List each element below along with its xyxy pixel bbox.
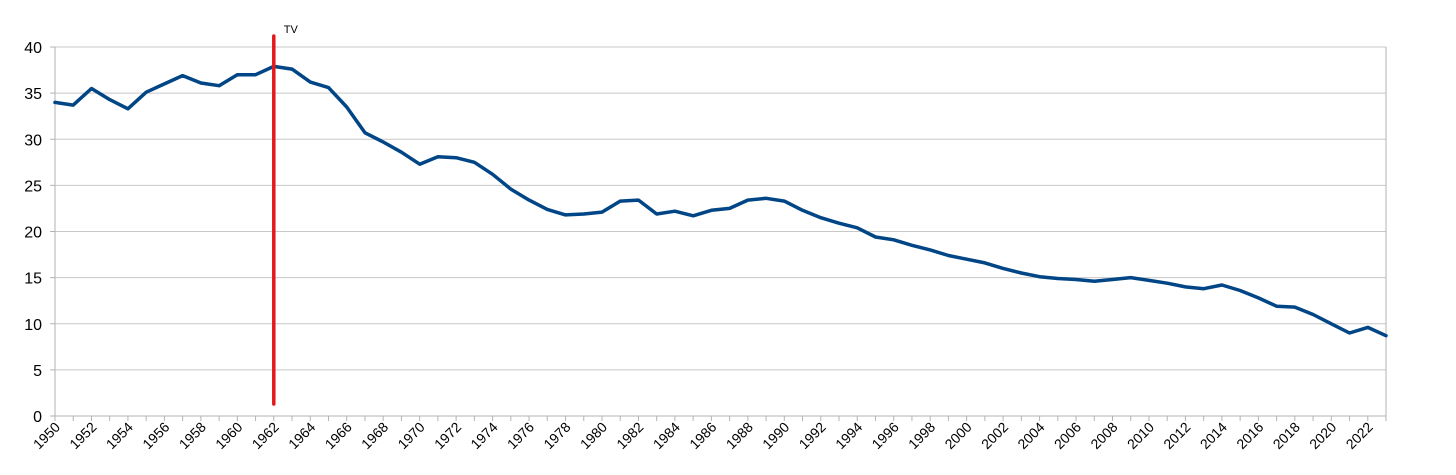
x-tick-label: 2010 bbox=[1124, 419, 1157, 452]
series-line-0 bbox=[53, 64, 1388, 338]
annotation-layer: TV bbox=[272, 24, 299, 406]
x-tick-label: 1986 bbox=[686, 419, 719, 452]
x-tick-label: 2014 bbox=[1197, 419, 1230, 452]
annotation-label: TV bbox=[284, 24, 299, 36]
y-tick-label: 25 bbox=[24, 178, 42, 195]
x-tick-labels: 1950 1952 1954 1956 1958 1960 1962 1964 1966 1968… bbox=[30, 419, 1376, 452]
x-tick-label: 2018 bbox=[1270, 419, 1303, 452]
x-tick-label: 1954 bbox=[103, 419, 136, 452]
x-tick-label: 1990 bbox=[759, 419, 792, 452]
x-tick-label: 1982 bbox=[613, 419, 646, 452]
x-tick-label: 1996 bbox=[868, 419, 901, 452]
x-tick-label: 1960 bbox=[212, 419, 245, 452]
x-tick-label: 1962 bbox=[249, 419, 282, 452]
x-tick-label: 1970 bbox=[394, 419, 427, 452]
x-tick-label: 1992 bbox=[796, 419, 829, 452]
x-tick-label: 1964 bbox=[285, 419, 318, 452]
y-tick-labels: 0 5 10 15 20 25 30 35 40 bbox=[24, 40, 42, 426]
x-tick-label: 1952 bbox=[66, 419, 99, 452]
x-tick-label: 1966 bbox=[322, 419, 355, 452]
x-tick-label: 1998 bbox=[905, 419, 938, 452]
x-tick-label: 1978 bbox=[540, 419, 573, 452]
x-tick-label: 1988 bbox=[723, 419, 756, 452]
x-tick-label: 2000 bbox=[941, 419, 974, 452]
y-tick-label: 5 bbox=[33, 363, 42, 380]
x-tick-label: 1968 bbox=[358, 419, 391, 452]
y-tick-label: 30 bbox=[24, 132, 42, 149]
x-tick-label: 1984 bbox=[650, 419, 683, 452]
x-tick-label: 1976 bbox=[504, 419, 537, 452]
y-tick-label: 10 bbox=[24, 317, 42, 334]
x-tick-label: 1980 bbox=[577, 419, 610, 452]
series-layer bbox=[53, 64, 1388, 338]
y-tick-label: 0 bbox=[33, 409, 42, 426]
x-tick-label: 1958 bbox=[176, 419, 209, 452]
grid-lines bbox=[55, 46, 1386, 417]
x-tick-label: 1994 bbox=[832, 419, 865, 452]
x-tick-label: 2008 bbox=[1087, 419, 1120, 452]
axes bbox=[50, 46, 1387, 421]
y-tick-label: 15 bbox=[24, 271, 42, 288]
x-tick-label: 2020 bbox=[1306, 419, 1339, 452]
x-tick-label: 2016 bbox=[1233, 419, 1266, 452]
x-tick-label: 2004 bbox=[1014, 419, 1047, 452]
x-tick-label: 2002 bbox=[978, 419, 1011, 452]
y-tick-label: 40 bbox=[24, 40, 42, 57]
x-tick-label: 2012 bbox=[1160, 419, 1193, 452]
y-tick-label: 20 bbox=[24, 225, 42, 242]
x-tick-label: 1974 bbox=[467, 419, 500, 452]
x-tick-label: 2006 bbox=[1051, 419, 1084, 452]
x-tick-label: 1972 bbox=[431, 419, 464, 452]
x-tick-label: 1956 bbox=[139, 419, 172, 452]
x-tick-label: 2022 bbox=[1343, 419, 1376, 452]
y-tick-label: 35 bbox=[24, 86, 42, 103]
